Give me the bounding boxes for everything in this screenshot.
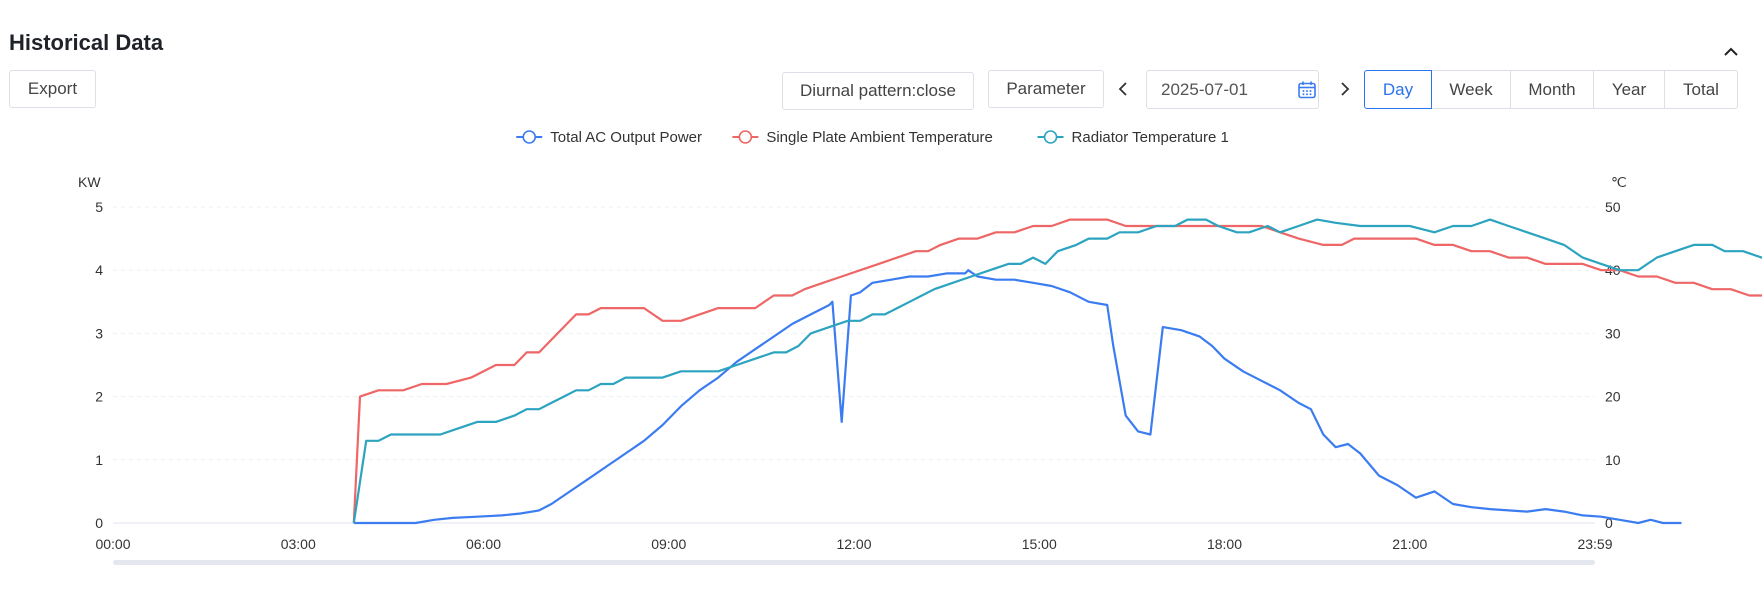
y-left-tick-label: 1 xyxy=(95,452,103,468)
y-left-unit: KW xyxy=(78,174,101,190)
legend-marker xyxy=(522,130,537,144)
period-selector: Day Week Month Year Total xyxy=(1364,70,1738,109)
x-tick-label: 15:00 xyxy=(1022,536,1057,552)
legend-marker xyxy=(1043,130,1058,144)
x-tick-label: 18:00 xyxy=(1207,536,1242,552)
diurnal-pattern-button[interactable]: Diurnal pattern:close xyxy=(782,72,974,110)
y-left-tick-label: 0 xyxy=(95,515,103,531)
y-right-tick-label: 50 xyxy=(1605,199,1621,215)
x-tick-label: 21:00 xyxy=(1392,536,1427,552)
period-day-button[interactable]: Day xyxy=(1364,70,1432,109)
period-month-button[interactable]: Month xyxy=(1510,70,1594,109)
series-line-2 xyxy=(352,218,1762,524)
legend-label-2: Radiator Temperature 1 xyxy=(1072,129,1229,146)
x-tick-label: 03:00 xyxy=(281,536,316,552)
x-tick-label: 23:59 xyxy=(1577,536,1612,552)
x-tick-label: 06:00 xyxy=(466,536,501,552)
y-left-tick-label: 4 xyxy=(95,262,103,278)
chevron-up-icon[interactable] xyxy=(1721,42,1741,62)
chevron-right-icon[interactable] xyxy=(1335,78,1355,100)
export-button[interactable]: Export xyxy=(9,70,96,108)
x-tick-label: 12:00 xyxy=(836,536,871,552)
y-right-tick-label: 20 xyxy=(1605,389,1621,405)
y-left-tick-label: 5 xyxy=(95,199,103,215)
chevron-left-icon[interactable] xyxy=(1113,78,1133,100)
legend-marker xyxy=(738,130,753,144)
x-tick-label: 09:00 xyxy=(651,536,686,552)
legend-label-0: Total AC Output Power xyxy=(550,129,702,146)
series-line-0 xyxy=(353,269,1682,525)
date-input[interactable] xyxy=(1161,71,1281,108)
legend-label-1: Single Plate Ambient Temperature xyxy=(766,129,993,146)
y-left-tick-label: 3 xyxy=(95,325,103,341)
x-tick-label: 00:00 xyxy=(95,536,130,552)
y-right-tick-label: 10 xyxy=(1605,452,1621,468)
page-title: Historical Data xyxy=(9,30,164,55)
period-week-button[interactable]: Week xyxy=(1431,70,1511,109)
y-right-tick-label: 0 xyxy=(1605,515,1613,531)
y-right-tick-label: 30 xyxy=(1605,325,1621,341)
date-picker[interactable] xyxy=(1146,70,1319,109)
y-right-unit: ℃ xyxy=(1611,174,1627,190)
zoom-slider-track xyxy=(113,560,1595,565)
series-line-1 xyxy=(352,218,1762,524)
parameter-button[interactable]: Parameter xyxy=(988,70,1104,108)
calendar-icon[interactable] xyxy=(1297,80,1317,100)
period-total-button[interactable]: Total xyxy=(1664,70,1738,109)
y-left-tick-label: 2 xyxy=(95,389,103,405)
period-year-button[interactable]: Year xyxy=(1593,70,1665,109)
